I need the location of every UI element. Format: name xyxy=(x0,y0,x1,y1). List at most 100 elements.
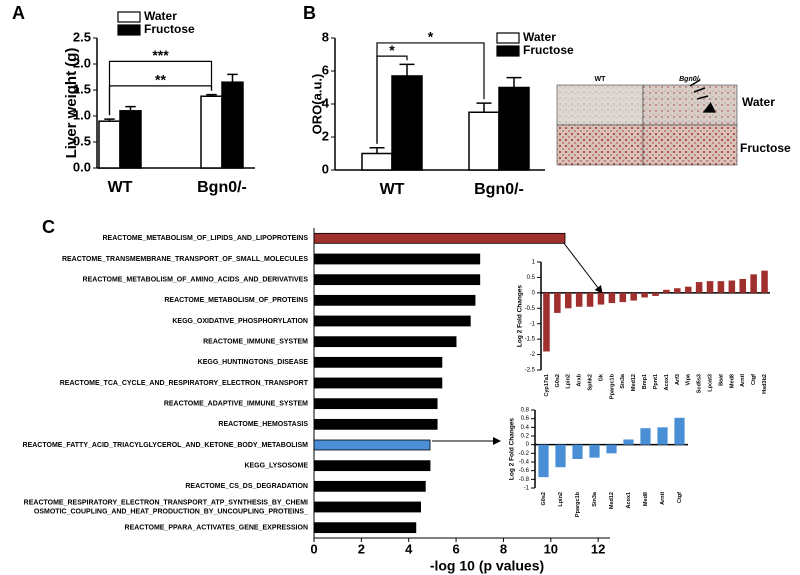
bar xyxy=(468,111,500,171)
x-tick-label: Ctgf xyxy=(677,492,683,503)
x-tick-label: Med8 xyxy=(643,492,649,506)
y-tick-label: -2.5 xyxy=(525,368,536,374)
pointer-arrows xyxy=(689,79,712,112)
category-label: KEGG_OXIDATIVE_PHOSPHORYLATION xyxy=(172,318,308,325)
panel-label: A xyxy=(12,3,25,23)
x-tick-label: Lpin2 xyxy=(558,492,564,507)
bar xyxy=(313,439,431,451)
y-tick-label: 1.5 xyxy=(73,81,91,96)
bar xyxy=(313,232,566,244)
category-label: KEGG_LYSOSOME xyxy=(244,463,308,470)
bar xyxy=(498,86,530,171)
y-tick-label: 0.2 xyxy=(521,434,530,440)
bar xyxy=(538,444,549,478)
y-tick-label: -0.4 xyxy=(519,460,530,466)
legend-label: Fructose xyxy=(144,22,195,36)
y-tick-label: -1 xyxy=(524,486,530,492)
x-tick-label: Ppargc1b xyxy=(575,491,581,517)
bar xyxy=(313,398,438,410)
bar xyxy=(739,278,747,293)
category-label: REACTOME_IMMUNE_SYSTEM xyxy=(203,339,308,346)
category-label: REACTOME_ADAPTIVE_IMMUNE_SYSTEM xyxy=(164,401,308,408)
link-arrow xyxy=(559,237,603,294)
bar xyxy=(641,292,648,298)
bar xyxy=(119,110,142,169)
error-bar xyxy=(104,118,115,122)
x-tick-label: Bgn0/- xyxy=(197,179,247,196)
bar xyxy=(543,292,550,352)
y-tick-label: 0 xyxy=(532,290,536,296)
panel-label: B xyxy=(303,3,316,23)
x-tick-label: Acox1 xyxy=(664,374,670,391)
x-tick-label: Med12 xyxy=(609,492,615,509)
bar xyxy=(640,428,651,445)
y-tick-label: 2 xyxy=(322,128,329,143)
significance-bracket xyxy=(108,60,213,116)
bar xyxy=(657,427,668,445)
y-tick-label: 0.6 xyxy=(521,416,530,422)
x-tick-label: 0 xyxy=(310,541,317,556)
bar xyxy=(623,439,634,445)
bar xyxy=(575,292,583,307)
y-tick-label: 1.0 xyxy=(73,107,91,122)
bar xyxy=(728,280,736,293)
bar xyxy=(313,377,443,389)
y-tick-label: -2 xyxy=(530,352,536,358)
x-tick-label: 8 xyxy=(500,541,507,556)
x-tick-label: Sin3a xyxy=(620,373,626,389)
bar xyxy=(695,282,703,293)
y-tick-label: -1 xyxy=(530,321,536,327)
y-axis-label: Log 2 Fold Changes xyxy=(517,285,524,347)
significance-label: * xyxy=(389,42,395,58)
bar xyxy=(391,75,423,171)
legend-swatch xyxy=(496,32,520,44)
image-column-label: WT xyxy=(595,76,607,83)
y-tick-label: -0.2 xyxy=(519,451,530,457)
bar xyxy=(313,253,481,265)
bar xyxy=(313,501,421,513)
x-tick-label: G0s2 xyxy=(541,492,547,505)
bar xyxy=(313,356,443,368)
x-tick-label: 10 xyxy=(544,541,558,556)
x-tick-label: Arf3 xyxy=(675,374,681,385)
y-tick-label: 8 xyxy=(322,29,329,44)
x-tick-label: Bgn0/- xyxy=(474,181,524,198)
image-column-label: Bgn0/- xyxy=(679,76,701,83)
significance-label: ** xyxy=(155,72,166,88)
image-row-label: Water xyxy=(742,95,775,109)
bar xyxy=(313,336,457,348)
bar xyxy=(717,281,725,293)
legend-swatch xyxy=(117,24,141,36)
y-tick-label: 0.5 xyxy=(73,133,91,148)
x-tick-label: Scd5s3 xyxy=(697,374,703,393)
y-tick-label: 0.5 xyxy=(527,275,536,281)
x-tick-label: WT xyxy=(108,179,133,196)
bar xyxy=(98,120,121,169)
micrograph xyxy=(556,124,644,166)
bar xyxy=(313,418,438,430)
micrograph xyxy=(642,84,738,126)
category-label: REACTOME_PPARA_ACTIVATES_GENE_EXPRESSION xyxy=(125,525,308,532)
y-tick-label: 4 xyxy=(322,95,330,110)
x-tick-label: 12 xyxy=(591,541,605,556)
error-bar xyxy=(369,146,385,154)
x-tick-label: Sin3a xyxy=(592,491,598,507)
bar xyxy=(313,460,431,472)
y-tick-label: 1 xyxy=(532,260,536,266)
y-tick-label: 0 xyxy=(322,161,329,176)
x-tick-label: Ppargc1b xyxy=(609,373,615,399)
error-bar xyxy=(125,105,136,111)
micrograph xyxy=(642,124,738,166)
category-label: REACTOME_METABOLISM_OF_PROTEINS xyxy=(164,297,308,304)
x-tick-label: Lpin2 xyxy=(566,374,572,389)
bar xyxy=(663,289,670,293)
legend-label: Water xyxy=(523,30,556,44)
panel-label: C xyxy=(42,217,55,237)
bar xyxy=(597,292,605,305)
x-tick-label: Sphk2 xyxy=(588,374,594,391)
y-tick-label: 0.0 xyxy=(73,159,91,174)
category-label: REACTOME_METABOLISM_OF_LIPIDS_AND_LIPOPR… xyxy=(103,235,309,242)
x-tick-label: 6 xyxy=(452,541,459,556)
x-tick-label: Med8 xyxy=(729,374,735,388)
